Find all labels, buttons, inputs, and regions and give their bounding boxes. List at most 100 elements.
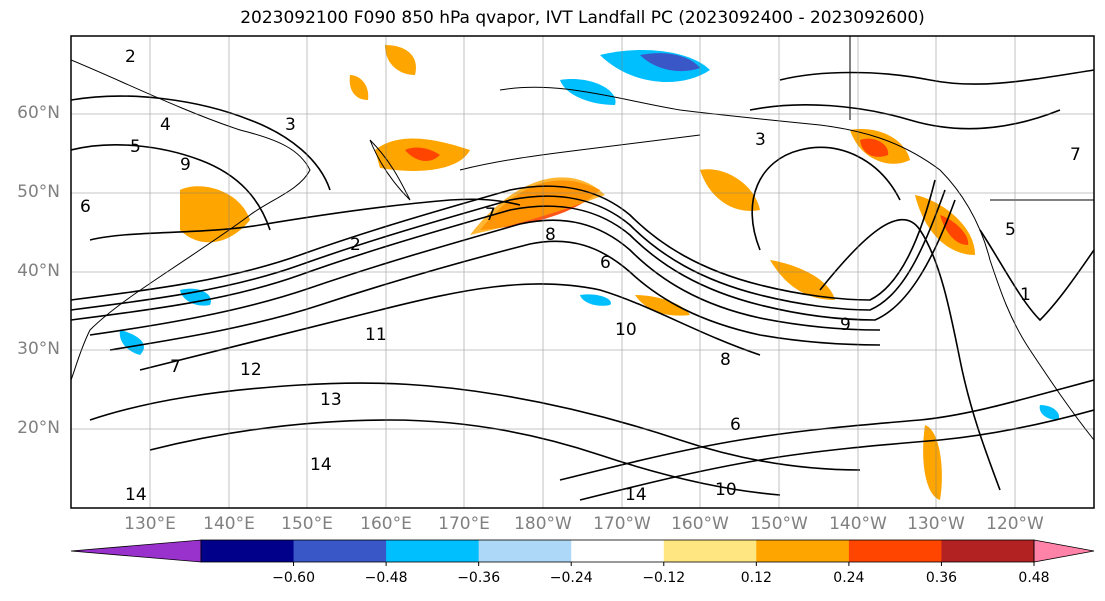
colorbar-segment: [386, 540, 480, 562]
coastline-kamchatka: [369, 139, 411, 201]
warm-patch: [700, 169, 760, 211]
lat-tick-label: 40°N: [17, 261, 60, 281]
warm-patch: [635, 295, 690, 316]
colorbar-segment: [571, 540, 665, 562]
contour-label: 14: [625, 485, 647, 505]
gridlines: [71, 36, 1094, 508]
colorbar-tick-label: 0.24: [833, 570, 865, 586]
contour-line: [89, 219, 881, 336]
contour-label: 7: [485, 205, 496, 225]
contour-line: [979, 229, 1094, 322]
warm-patch: [770, 260, 835, 300]
warm-patch: [860, 138, 889, 157]
contour-line: [71, 144, 271, 231]
coastline-asia: [71, 59, 311, 381]
contour-label: 9: [840, 315, 851, 335]
colorbar-segment: [478, 540, 572, 562]
cool-patch: [640, 53, 700, 72]
colorbar-tick-label: −0.60: [272, 570, 315, 586]
colorbar-tick-label: −0.36: [457, 570, 501, 586]
contour-label: 8: [545, 225, 556, 245]
lon-tick-label: 180°W: [514, 514, 572, 534]
lat-tick-label: 50°N: [17, 182, 60, 202]
lon-tick-label: 150°E: [281, 514, 333, 534]
contour-label: 12: [240, 360, 262, 380]
contour-label: 7: [170, 357, 181, 377]
warm-patch: [349, 75, 369, 100]
contour-label: 2: [350, 235, 361, 255]
colorbar-tick-label: −0.24: [549, 570, 593, 586]
colorbar-extend-min: [70, 539, 202, 563]
cool-patch: [1039, 405, 1060, 420]
contour-label: 8: [720, 350, 731, 370]
contour-label: 5: [1005, 220, 1016, 240]
contour-label: 10: [615, 320, 637, 340]
colorbar-segment: [756, 540, 850, 562]
lat-tick-label: 20°N: [17, 418, 60, 438]
chart-title: 2023092100 F090 850 hPa qvapor, IVT Land…: [240, 8, 925, 28]
contour-label: 10: [715, 480, 737, 500]
contour-label: 1: [1020, 285, 1031, 305]
map-frame: [70, 35, 1095, 509]
contour-line: [779, 69, 1094, 85]
contour-line: [579, 409, 1094, 501]
colorbar-tick-label: 0.48: [1018, 570, 1050, 586]
contour-label: 9: [180, 155, 191, 175]
contour-line: [71, 199, 956, 321]
contour-line: [139, 283, 761, 371]
colorbar-segment: [293, 540, 387, 562]
lon-tick-label: 170°W: [593, 514, 651, 534]
lon-tick-label: 120°W: [986, 514, 1044, 534]
contour-label: 7: [1070, 145, 1081, 165]
coastline-aleutians: [459, 134, 701, 171]
lon-tick-label: 170°E: [438, 514, 490, 534]
contour-label: 14: [125, 485, 147, 505]
colorbar-outline: [200, 539, 1035, 563]
cool-patch: [580, 294, 611, 306]
contour-line: [71, 95, 331, 191]
lon-tick-label: 160°E: [360, 514, 412, 534]
contour-label: 6: [600, 253, 611, 273]
contour-line: [89, 382, 861, 471]
contour-line: [819, 218, 1001, 491]
contour-label: 13: [320, 390, 342, 410]
contour-label: 11: [365, 325, 387, 345]
contour-label: 5: [130, 137, 141, 157]
contour-label: 3: [285, 115, 296, 135]
colorbar: [70, 539, 1095, 566]
colorbar-segment: [941, 540, 1035, 562]
colorbar-segment: [663, 540, 757, 562]
colorbar-tick-label: 0.60: [1097, 570, 1105, 586]
contour-label: 3: [755, 130, 766, 150]
contour-line: [751, 146, 901, 251]
lon-tick-label: 160°W: [671, 514, 729, 534]
contour-line: [749, 104, 1061, 130]
contour-line: [89, 198, 521, 241]
contour-line: [109, 240, 881, 351]
colorbar-tick-label: −0.12: [642, 570, 686, 586]
contour-label: 4: [160, 115, 171, 135]
colorbar-tick-label: 0.12: [740, 570, 772, 586]
contour-label: 6: [730, 415, 741, 435]
lat-tick-label: 30°N: [17, 339, 60, 359]
contour-label: 14: [310, 455, 332, 475]
colorbar-tick-label: 0.36: [925, 570, 958, 586]
contour-line: [149, 419, 781, 496]
contour-label: 2: [125, 47, 136, 67]
contour-line: [71, 179, 936, 301]
warm-patch: [385, 45, 416, 75]
cool-patch: [119, 330, 144, 355]
warm-patch: [923, 425, 942, 500]
lat-tick-label: 60°N: [17, 103, 60, 123]
contour-label: 6: [80, 197, 91, 217]
warm-patch: [405, 147, 440, 162]
colorbar-tick-label: −0.48: [364, 570, 408, 586]
colorbar-segment: [201, 540, 295, 562]
lon-tick-label: 130°E: [124, 514, 176, 534]
lon-tick-label: 130°W: [907, 514, 965, 534]
colorbar-extend-max: [1033, 539, 1095, 563]
contour-line: [559, 379, 1094, 481]
lon-tick-label: 150°W: [750, 514, 808, 534]
lon-tick-label: 140°E: [203, 514, 255, 534]
